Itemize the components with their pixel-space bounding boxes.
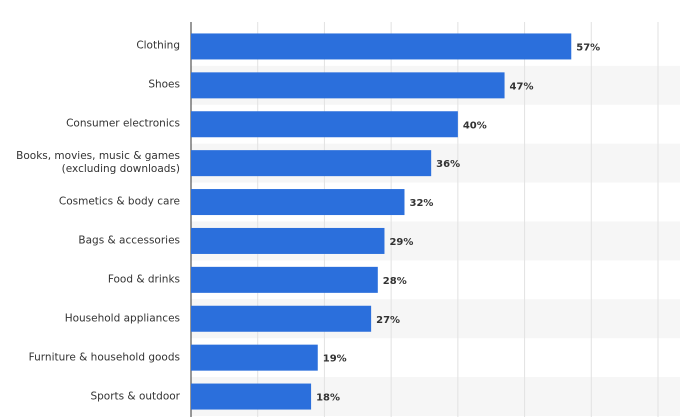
value-label: 19% (323, 354, 347, 365)
value-label: 18% (316, 393, 340, 404)
bar (191, 189, 405, 216)
value-label: 36% (436, 159, 460, 170)
bar (191, 383, 312, 410)
category-label: Household appliances (64, 312, 180, 325)
bar (191, 72, 505, 99)
category-label: Bags & accessories (78, 234, 180, 247)
category-label: Food & drinks (107, 273, 180, 286)
bar (191, 150, 432, 177)
bar (191, 111, 458, 138)
value-label: 29% (389, 237, 413, 248)
bar (191, 33, 572, 60)
value-label: 28% (383, 276, 407, 287)
category-label: Consumer electronics (66, 117, 180, 130)
bar (191, 227, 385, 254)
category-label: Clothing (136, 39, 180, 52)
category-label: Books, movies, music & games (excluding … (16, 150, 180, 176)
value-label: 57% (576, 42, 600, 53)
value-label: 32% (409, 198, 433, 209)
value-label: 27% (376, 315, 400, 326)
value-label: 40% (463, 120, 487, 131)
bar (191, 266, 378, 293)
category-label: Shoes (148, 78, 180, 91)
bar (191, 305, 372, 332)
category-label: Sports & outdoor (90, 390, 180, 403)
category-label: Cosmetics & body care (58, 195, 180, 208)
bar (191, 344, 318, 371)
category-label: Furniture & household goods (28, 351, 180, 364)
value-label: 47% (510, 81, 534, 92)
